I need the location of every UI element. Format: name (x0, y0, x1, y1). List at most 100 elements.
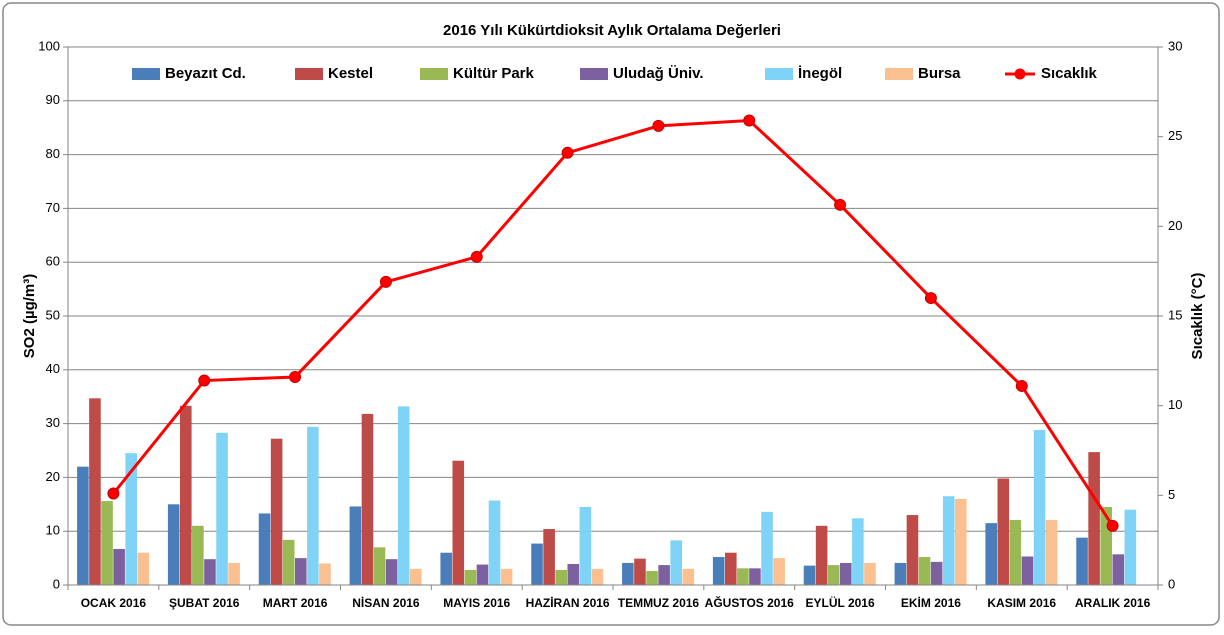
chart-title: 2016 Yılı Kükürtdioksit Aylık Ortalama D… (443, 22, 781, 39)
bar (294, 558, 307, 585)
legend-label: Kültür Park (453, 65, 535, 82)
line-marker (1015, 379, 1028, 392)
bar (1076, 537, 1088, 585)
line-marker (379, 275, 392, 288)
bar (724, 552, 737, 585)
bar (942, 496, 955, 585)
bar (852, 518, 864, 585)
bar (1088, 452, 1100, 585)
y2-tick-label: 25 (1168, 128, 1182, 143)
bar (531, 543, 543, 585)
bar (125, 453, 137, 585)
x-tick-label: NİSAN 2016 (352, 595, 420, 610)
line-marker (834, 198, 847, 211)
bar (839, 562, 852, 585)
y2-tick-label: 20 (1168, 218, 1182, 233)
bar (1112, 554, 1125, 585)
line-marker (652, 119, 665, 132)
bar (712, 557, 725, 585)
bar (464, 569, 477, 585)
bar (204, 559, 216, 585)
bar (773, 558, 785, 585)
legend-label: Kestel (328, 65, 373, 82)
bar (918, 557, 931, 585)
line-marker (743, 114, 756, 127)
bar (397, 406, 410, 585)
bar (228, 562, 240, 585)
y-tick-label: 90 (46, 92, 60, 107)
legend-swatch (295, 68, 323, 80)
y2-tick-label: 10 (1168, 397, 1182, 412)
bar (216, 432, 228, 585)
legend-label: Beyazıt Cd. (165, 65, 246, 82)
bar (1021, 556, 1034, 585)
bar (1124, 509, 1137, 585)
line (112, 118, 1114, 527)
bar (179, 405, 192, 585)
legend-swatch (765, 68, 793, 80)
y2-tick-label: 30 (1168, 38, 1182, 53)
bar (500, 568, 513, 585)
bar (77, 466, 89, 585)
bar (113, 548, 125, 585)
line-marker (198, 374, 211, 387)
x-tick-label: AĞUSTOS 2016 (705, 595, 794, 610)
y-tick-label: 100 (38, 38, 60, 53)
bar (682, 568, 695, 585)
y-tick-label: 80 (46, 146, 60, 161)
bar (864, 562, 876, 585)
bar (906, 515, 919, 585)
bar (101, 501, 113, 585)
y-tick-label: 50 (46, 307, 60, 322)
y2-tick-label: 0 (1168, 576, 1175, 591)
bar (930, 561, 943, 585)
bar (192, 525, 204, 585)
bar (997, 478, 1010, 585)
x-tick-label: HAZİRAN 2016 (526, 595, 610, 610)
bar (658, 565, 670, 585)
bar (634, 558, 646, 585)
legend-label: Sıcaklık (1041, 65, 1098, 82)
x-tick-label: KASIM 2016 (987, 596, 1056, 610)
bar (543, 529, 555, 585)
y-axis-title: SO2 (µg/m³) (21, 274, 38, 358)
bar (440, 552, 452, 585)
legend-swatch (420, 68, 448, 80)
bar (827, 565, 840, 585)
x-tick-label: EYLÜL 2016 (806, 595, 875, 610)
bar (319, 563, 331, 585)
y-tick-label: 20 (46, 469, 60, 484)
bar (373, 547, 386, 585)
bar (476, 564, 489, 585)
bar (167, 504, 180, 585)
bar (307, 426, 319, 585)
x-tick-label: OCAK 2016 (81, 596, 147, 610)
bar (815, 525, 828, 585)
bar (761, 511, 773, 585)
bar (954, 498, 967, 585)
bar (1045, 519, 1058, 585)
frame (2, 2, 1220, 626)
line-marker (107, 487, 120, 500)
bar (137, 552, 150, 585)
bar (1009, 519, 1022, 585)
bar (1100, 506, 1112, 585)
y-tick-label: 0 (53, 576, 60, 591)
x-tick-label: EKİM 2016 (901, 595, 961, 610)
line-marker (924, 292, 937, 305)
y-tick-label: 70 (46, 200, 60, 215)
bar (737, 568, 749, 585)
y-tick-label: 30 (46, 415, 60, 430)
bar (258, 513, 271, 585)
legend-swatch (1014, 68, 1026, 80)
bar (488, 500, 501, 585)
bar (349, 506, 362, 585)
y2-axis-title: Sıcaklık (°C) (1189, 273, 1206, 360)
x-tick-label: TEMMUZ 2016 (618, 596, 700, 610)
legend-swatch (885, 68, 913, 80)
line-marker (470, 250, 483, 263)
bar (985, 523, 997, 585)
bar (270, 438, 283, 585)
bar (452, 460, 465, 585)
